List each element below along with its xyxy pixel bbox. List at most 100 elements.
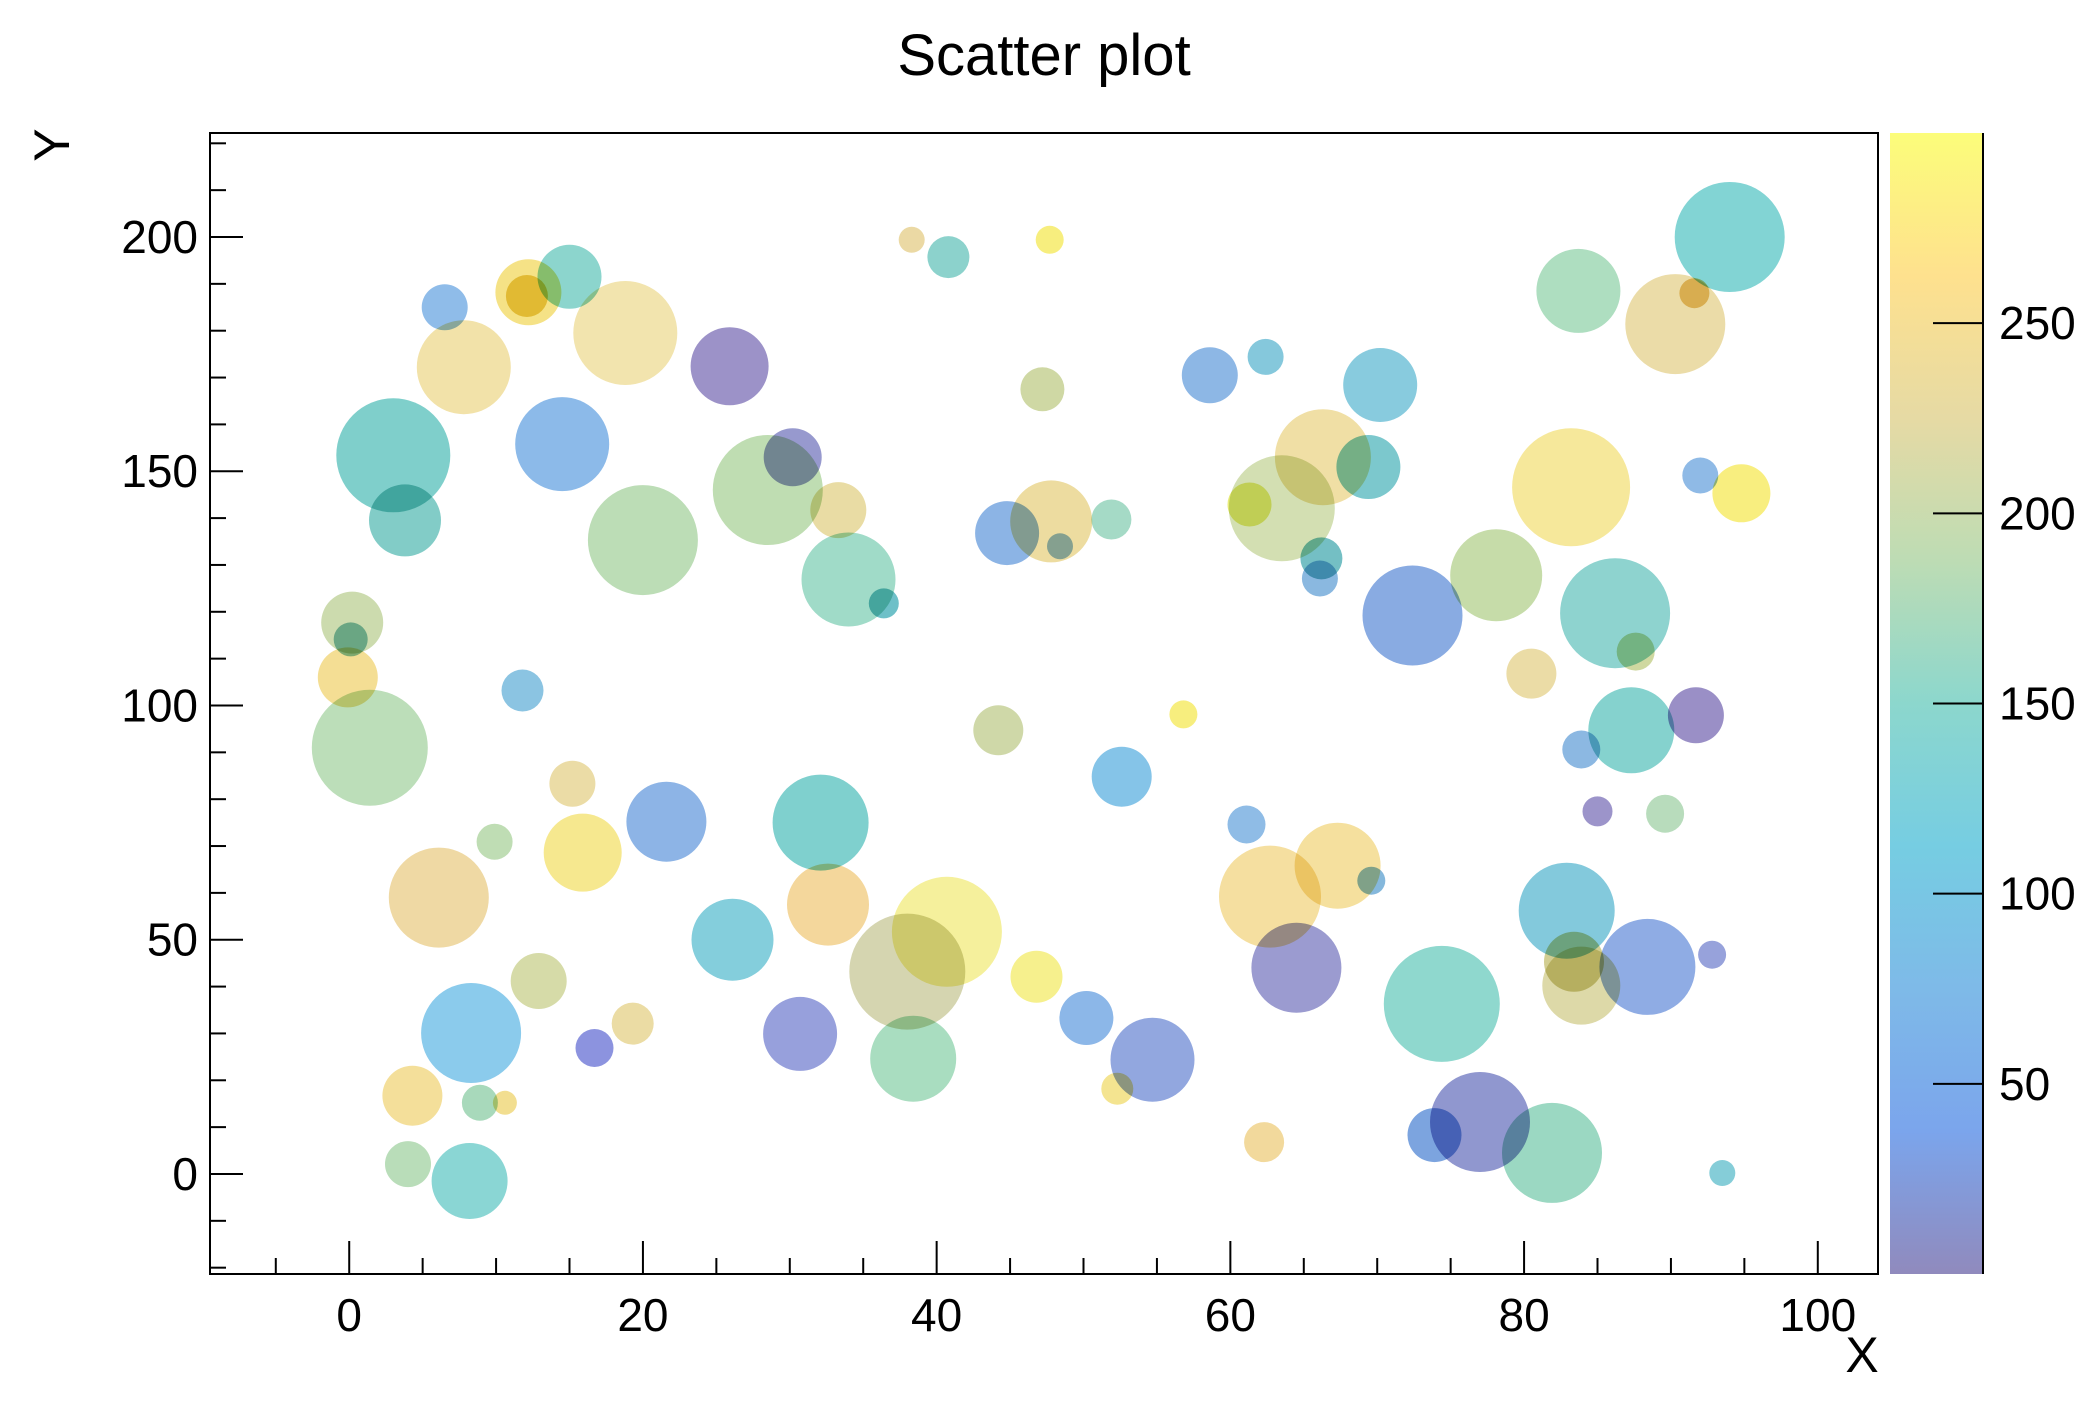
x-axis-tick-label: 100 (1779, 1289, 1856, 1341)
scatter-point (1679, 278, 1710, 309)
scatter-point (510, 953, 567, 1009)
scatter-point (1709, 1160, 1736, 1186)
x-axis-tick-label: 60 (1205, 1289, 1256, 1341)
x-axis-tick-label: 80 (1498, 1289, 1549, 1341)
scatter-point (1343, 348, 1418, 422)
scatter-point (382, 1065, 443, 1126)
y-axis-tick-label: 50 (147, 914, 198, 966)
scatter-point (973, 705, 1024, 756)
x-axis-title: X (1845, 1327, 1879, 1383)
scatter-point (1599, 918, 1696, 1015)
scatter-point (1407, 1108, 1462, 1163)
plot-title: Scatter plot (897, 23, 1191, 88)
scatter-point (870, 1015, 957, 1102)
scatter-point (1646, 794, 1685, 833)
scatter-point (1251, 922, 1342, 1013)
scatter-point (1035, 225, 1064, 254)
scatter-point (1362, 565, 1463, 666)
colorbar-tick-label: 50 (1999, 1058, 2050, 1110)
scatter-point (1294, 822, 1381, 909)
scatter-point (1059, 991, 1114, 1045)
scatter-point (1383, 945, 1500, 1062)
scatter-point (587, 485, 698, 596)
y-axis-tick-label: 200 (121, 211, 198, 263)
scatter-point (1682, 457, 1719, 494)
scatter-point (421, 983, 522, 1083)
scatter-point (1625, 274, 1726, 375)
x-axis-tick-label: 20 (617, 1289, 668, 1341)
scatter-point (431, 1143, 508, 1219)
scatter-point (772, 774, 869, 871)
scatter-point (763, 428, 822, 487)
scatter-point (1712, 464, 1771, 523)
scatter-point (537, 244, 602, 309)
scatter-point (333, 622, 368, 657)
colorbar-tick-label: 250 (1999, 297, 2076, 349)
scatter-point (573, 281, 678, 385)
colorbar: 50 100 150 200 250 (1890, 133, 2076, 1274)
scatter-point (1247, 338, 1284, 375)
colorbar-tick-label: 150 (1999, 678, 2076, 730)
axes: 0 20 40 60 80 100 0 50 100 150 200 (121, 142, 1856, 1341)
scatter-point (1169, 700, 1198, 729)
scatter-point (1582, 796, 1613, 827)
scatter-point (1244, 1122, 1285, 1163)
colorbar-tick-label: 200 (1999, 487, 2076, 539)
scatter-point (849, 913, 966, 1030)
scatter-point (1010, 950, 1063, 1003)
scatter-point (1518, 862, 1615, 959)
scatter-point (1110, 1017, 1195, 1102)
scatter-point (1616, 632, 1655, 671)
scatter-point (626, 781, 707, 862)
scatter-point (1181, 347, 1238, 404)
scatter-point (898, 226, 925, 253)
scatter-point (1301, 560, 1338, 597)
scatter-point (1357, 866, 1386, 895)
y-axis-tick-label: 0 (172, 1148, 198, 1200)
scatter-point (369, 484, 441, 557)
scatter-point (1091, 499, 1132, 540)
scatter-point (492, 1090, 517, 1115)
scatter-point (1450, 529, 1543, 622)
scatter-point (1512, 428, 1631, 547)
scatter-point (476, 823, 513, 860)
scatter-point (311, 689, 428, 806)
scatter-point (1020, 367, 1065, 412)
y-axis-tick-label: 100 (121, 679, 198, 731)
scatter-point (1336, 435, 1401, 499)
scatter-point (1047, 533, 1073, 560)
scatter-point (691, 898, 774, 981)
scatter-point (501, 669, 544, 712)
x-axis-tick-label: 40 (911, 1289, 962, 1341)
scatter-point (385, 1141, 431, 1188)
scatter-point (1674, 182, 1785, 292)
scatter-point (690, 327, 769, 406)
scatter-point (763, 996, 838, 1071)
scatter-point (1091, 746, 1152, 807)
scatter-point (810, 482, 867, 539)
colorbar-tick-label: 100 (1999, 868, 2076, 920)
scatter-point (868, 588, 899, 619)
scatter-point (461, 1084, 498, 1121)
scatter-point (1506, 648, 1557, 699)
scatter-point (927, 236, 970, 279)
scatter-point (1588, 687, 1675, 774)
scatter-point (1228, 455, 1335, 562)
scatter-point (388, 847, 489, 948)
scatter-point (1562, 730, 1601, 769)
scatter-points (311, 182, 1785, 1219)
scatter-point (416, 320, 511, 415)
scatter-point (1502, 1102, 1602, 1203)
scatter-point (549, 760, 596, 807)
scatter-point (1536, 248, 1621, 333)
scatter-point (787, 863, 869, 946)
y-axis-title: Y (24, 128, 80, 162)
scatter-point (505, 275, 548, 317)
scatter-point (1667, 687, 1724, 744)
y-axis-tick-label: 150 (121, 445, 198, 497)
scatter-point (1227, 805, 1266, 844)
scatter-point (1698, 940, 1727, 969)
scatter-point (543, 813, 622, 892)
